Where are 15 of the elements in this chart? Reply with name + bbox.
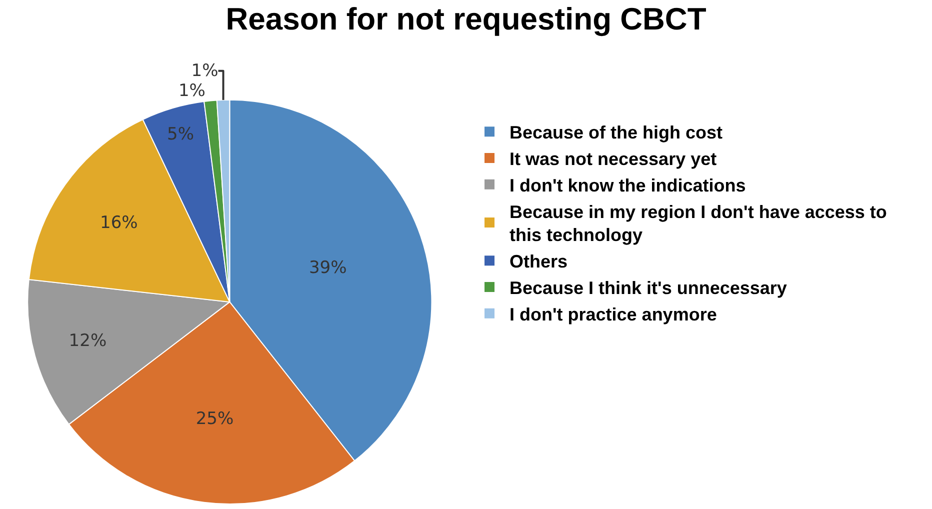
data-label: 16%: [100, 213, 138, 234]
data-label: 1%: [191, 60, 218, 81]
legend-label: Others: [510, 252, 568, 272]
legend-label: It was not necessary yet: [510, 148, 717, 169]
data-label: 39%: [308, 258, 347, 278]
data-label: 25%: [196, 408, 234, 429]
data-label: 12%: [68, 331, 107, 352]
legend-label: Because of the high cost: [510, 122, 723, 143]
chart-title: Reason for not requesting CBCT: [226, 1, 706, 36]
legend-label: I don't practice anymore: [510, 304, 717, 324]
legend-label: Because in my region I don't have access to this technology: [510, 202, 887, 246]
legend-label: Because I think it's unnecessary: [510, 278, 787, 298]
legend-label: I don't know the indications: [510, 175, 746, 196]
data-label: 5%: [167, 124, 194, 145]
data-label: 1%: [178, 80, 206, 101]
